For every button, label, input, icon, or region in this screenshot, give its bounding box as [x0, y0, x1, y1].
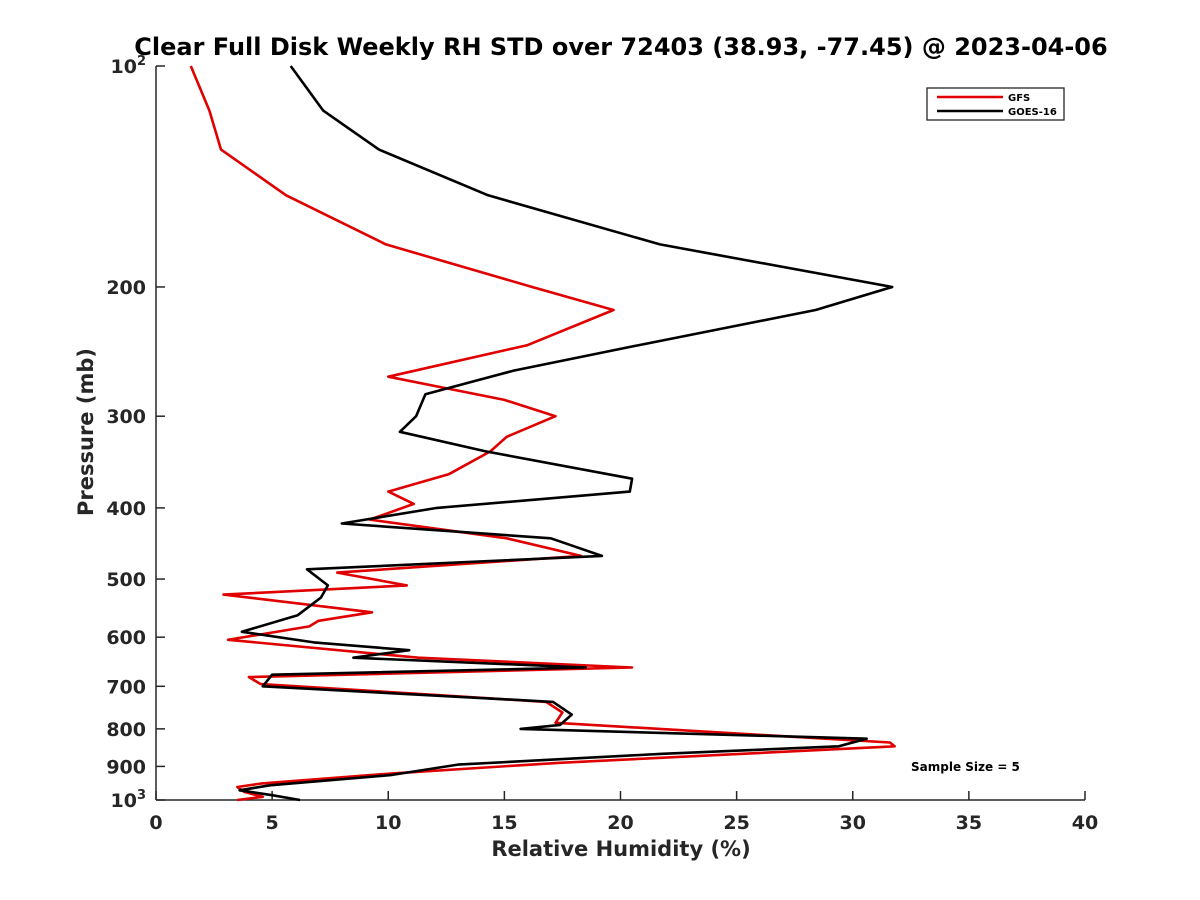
x-tick-label: 30 [840, 812, 866, 834]
chart-title: Clear Full Disk Weekly RH STD over 72403… [134, 33, 1107, 61]
x-tick-label: 5 [266, 812, 279, 834]
series-line-goes16 [238, 65, 894, 802]
plot-area: 0 5 10 15 20 25 30 35 40102200300400500600700800… [106, 54, 1098, 834]
x-tick-label: 0 [149, 812, 162, 834]
x-tick-label: 40 [1072, 812, 1098, 834]
x-tick-label: 10 [375, 812, 401, 834]
y-tick-label: 400 [106, 498, 146, 520]
y-tick-label: 900 [106, 756, 146, 778]
y-tick-label: 600 [106, 627, 146, 649]
sample-size-annotation: Sample Size = 5 [911, 760, 1020, 774]
legend-label-goes16: GOES-16 [1008, 107, 1057, 118]
y-tick-label: 300 [106, 406, 146, 428]
x-tick-label: 25 [723, 812, 749, 834]
series-line-gfs [189, 65, 896, 802]
y-tick-label: 700 [106, 676, 146, 698]
legend-label-gfs: GFS [1008, 93, 1030, 104]
x-axis-label: Relative Humidity (%) [491, 837, 750, 861]
legend-box [926, 87, 1065, 121]
y-axis-label: Pressure (mb) [74, 348, 98, 516]
x-tick-label: 15 [491, 812, 517, 834]
y-tick-label: 800 [106, 719, 146, 741]
x-tick-label: 20 [607, 812, 633, 834]
legend: GFS GOES-16 [926, 87, 1065, 121]
y-tick-label: 200 [106, 277, 146, 299]
x-tick-label: 35 [956, 812, 982, 834]
y-tick-label: 500 [106, 569, 146, 591]
